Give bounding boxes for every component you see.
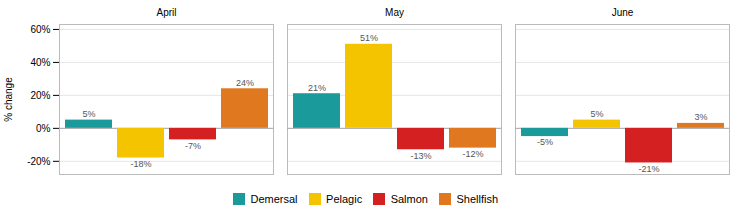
- svg-text:20%: 20%: [30, 90, 50, 101]
- svg-text:-18%: -18%: [130, 159, 151, 169]
- svg-text:-21%: -21%: [638, 164, 659, 174]
- html-text:Salmon: Salmon: [390, 192, 428, 205]
- html-text:Shellfish: Shellfish: [456, 192, 498, 205]
- svg-text:40%: 40%: [30, 57, 50, 68]
- svg-text:-12%: -12%: [462, 149, 483, 159]
- svg-text:60%: 60%: [30, 24, 50, 35]
- svg-text:June: June: [612, 7, 634, 18]
- svg-text:-20%: -20%: [27, 156, 50, 167]
- svg-text:-5%: -5%: [537, 137, 553, 147]
- svg-text:21%: 21%: [308, 83, 326, 93]
- svg-text:5%: 5%: [82, 109, 95, 119]
- svg-text:% change: % change: [3, 77, 14, 122]
- svg-text:April: April: [156, 7, 176, 18]
- svg-text:3%: 3%: [694, 112, 707, 122]
- svg-text:51%: 51%: [360, 33, 378, 43]
- html-text:Demersal: Demersal: [250, 192, 298, 205]
- svg-text:24%: 24%: [236, 78, 254, 88]
- svg-text:0%: 0%: [36, 123, 51, 134]
- svg-text:-7%: -7%: [185, 141, 201, 151]
- svg-text:May: May: [385, 7, 404, 18]
- svg-text:-13%: -13%: [410, 151, 431, 161]
- html-text:Pelagic: Pelagic: [326, 192, 363, 205]
- svg-text:5%: 5%: [590, 109, 603, 119]
